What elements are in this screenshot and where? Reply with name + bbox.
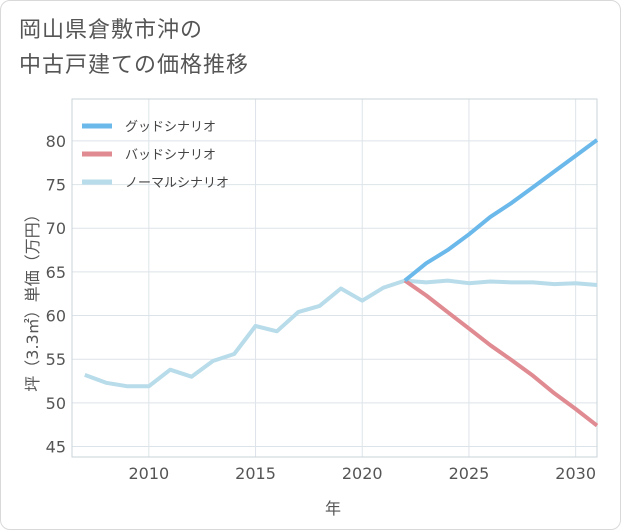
y-tick-label: 50	[46, 394, 66, 413]
legend-label: ノーマルシナリオ	[125, 176, 229, 191]
y-tick-label: 45	[46, 438, 66, 457]
series-line-0	[403, 138, 599, 283]
y-tick-label: 80	[46, 132, 66, 151]
x-tick-label: 2020	[342, 464, 383, 483]
y-tick-label: 75	[46, 176, 66, 195]
chart-title-line-1: 岡山県倉敷市沖の	[19, 18, 204, 43]
series-lines	[84, 138, 599, 428]
y-tick-label: 55	[46, 350, 66, 369]
grid-lines	[72, 99, 597, 457]
y-axis-label: 坪（3.3㎡）単価（万円）	[23, 206, 42, 391]
series-line-1	[403, 278, 599, 428]
series-line-2	[84, 278, 598, 389]
chart-title: 岡山県倉敷市沖の 中古戸建ての価格推移	[19, 13, 249, 83]
x-tick-label: 2030	[555, 464, 596, 483]
plot-frame	[71, 98, 598, 458]
legend-label: グッドシナリオ	[125, 120, 216, 135]
axis-ticks: 45 50 55 60 65 70 75 80 2010 2015 2020 2025 2030	[46, 132, 596, 483]
chart-title-line-2: 中古戸建ての価格推移	[19, 53, 250, 78]
y-tick-label: 70	[46, 219, 66, 238]
x-tick-label: 2025	[449, 464, 490, 483]
x-tick-label: 2015	[235, 464, 276, 483]
y-tick-label: 65	[46, 263, 66, 282]
x-tick-label: 2010	[128, 464, 169, 483]
legend-label: バッドシナリオ	[125, 148, 216, 163]
x-axis-label: 年	[325, 499, 341, 518]
y-tick-label: 60	[46, 307, 66, 326]
